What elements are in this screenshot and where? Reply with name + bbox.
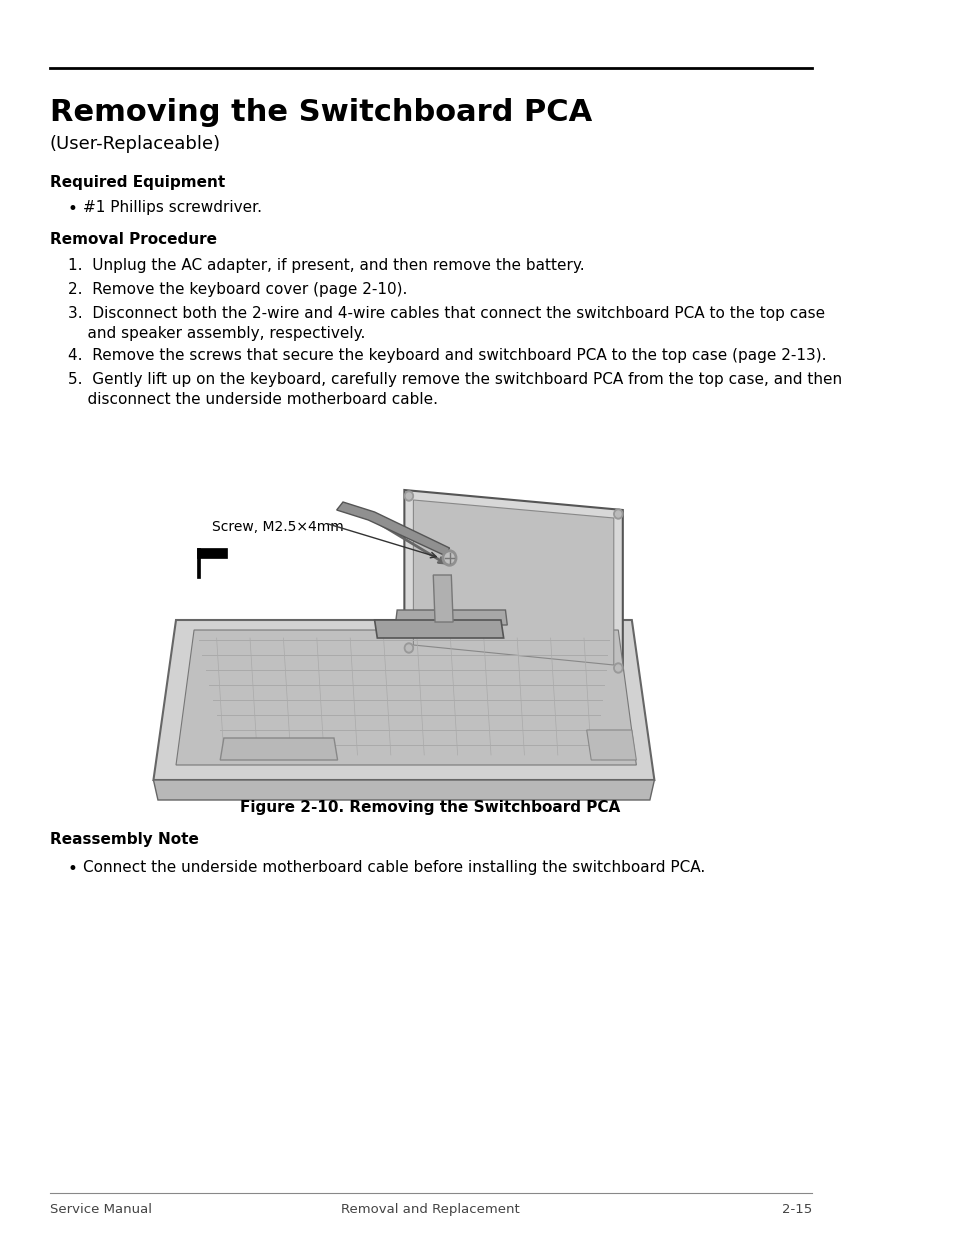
Polygon shape [375,620,503,638]
Text: Figure 2-10. Removing the Switchboard PCA: Figure 2-10. Removing the Switchboard PC… [240,800,620,815]
Text: 5.  Gently lift up on the keyboard, carefully remove the switchboard PCA from th: 5. Gently lift up on the keyboard, caref… [68,372,841,387]
Circle shape [615,664,620,671]
Text: 2.  Remove the keyboard cover (page 2-10).: 2. Remove the keyboard cover (page 2-10)… [68,282,407,296]
Text: 2-15: 2-15 [781,1203,812,1216]
Text: Removal Procedure: Removal Procedure [50,232,216,247]
Polygon shape [196,548,200,578]
Text: Reassembly Note: Reassembly Note [50,832,198,847]
Circle shape [404,492,413,501]
Polygon shape [153,781,654,800]
Text: Service Manual: Service Manual [50,1203,152,1216]
Polygon shape [413,500,613,664]
Circle shape [613,663,622,673]
Text: •: • [68,860,77,878]
Circle shape [404,643,413,653]
Circle shape [406,645,411,651]
Text: #1 Phillips screwdriver.: #1 Phillips screwdriver. [83,200,262,215]
Text: 3.  Disconnect both the 2-wire and 4-wire cables that connect the switchboard PC: 3. Disconnect both the 2-wire and 4-wire… [68,306,824,321]
Circle shape [613,509,622,519]
Polygon shape [395,610,507,625]
Text: and speaker assembly, respectively.: and speaker assembly, respectively. [68,326,365,341]
Circle shape [444,553,454,563]
Circle shape [442,550,456,566]
Polygon shape [220,739,337,760]
Circle shape [615,511,620,517]
Polygon shape [336,501,449,556]
Text: disconnect the underside motherboard cable.: disconnect the underside motherboard cab… [68,391,437,408]
Text: 4.  Remove the screws that secure the keyboard and switchboard PCA to the top ca: 4. Remove the screws that secure the key… [68,348,825,363]
Polygon shape [153,620,654,781]
Polygon shape [196,548,227,558]
Circle shape [406,493,411,499]
Text: Removal and Replacement: Removal and Replacement [341,1203,519,1216]
Text: •: • [68,200,77,219]
Text: Required Equipment: Required Equipment [50,175,225,190]
Polygon shape [404,490,622,676]
Text: Screw, M2.5×4mm: Screw, M2.5×4mm [212,520,343,534]
Text: Connect the underside motherboard cable before installing the switchboard PCA.: Connect the underside motherboard cable … [83,860,704,876]
Polygon shape [175,630,636,764]
Text: (User-Replaceable): (User-Replaceable) [50,135,220,153]
Polygon shape [586,730,636,760]
Text: 1.  Unplug the AC adapter, if present, and then remove the battery.: 1. Unplug the AC adapter, if present, an… [68,258,583,273]
Text: Removing the Switchboard PCA: Removing the Switchboard PCA [50,98,591,127]
Polygon shape [433,576,453,622]
